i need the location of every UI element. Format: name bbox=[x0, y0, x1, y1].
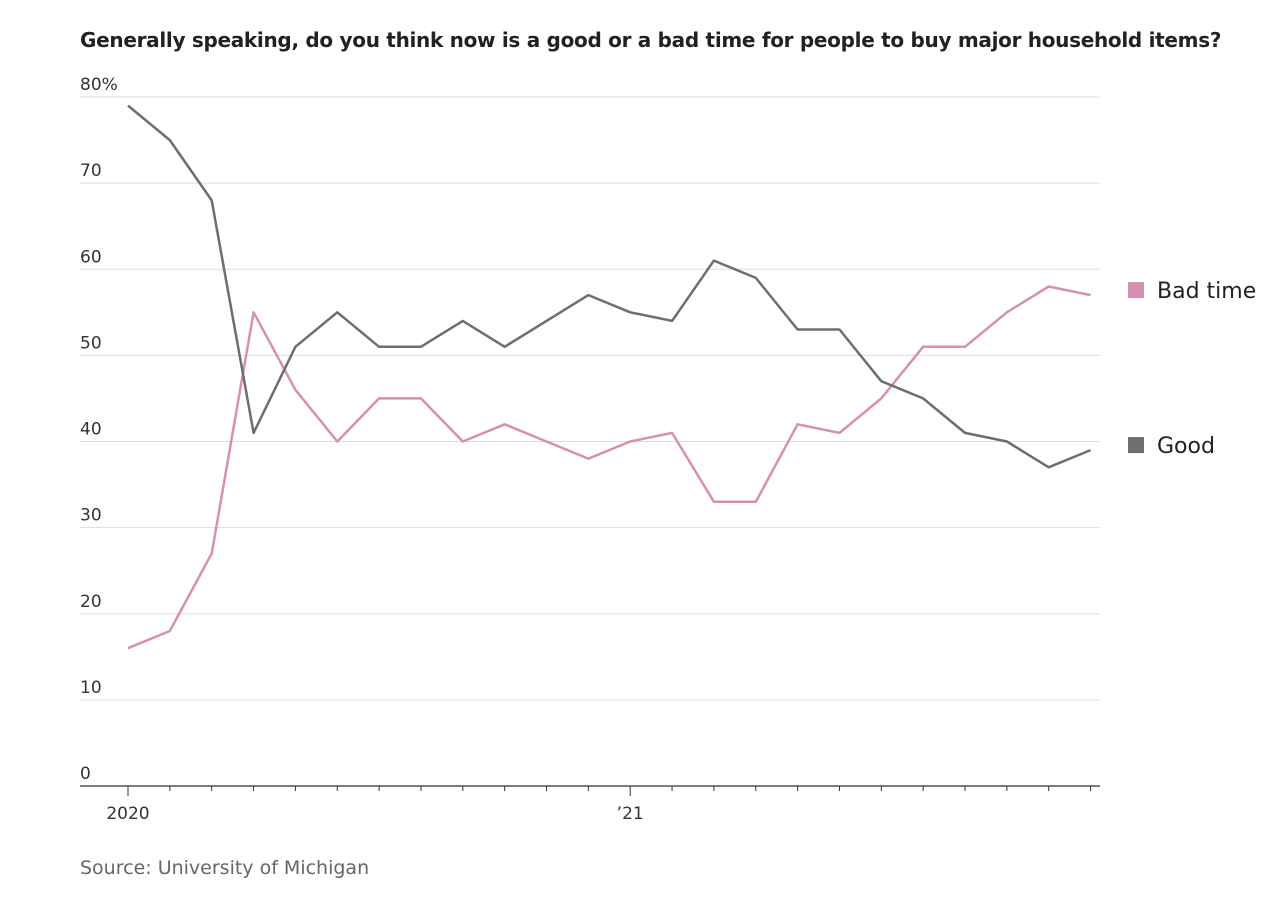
y-tick-label: 20 bbox=[80, 592, 102, 612]
x-tick-label: 2020 bbox=[106, 804, 149, 824]
y-tick-label: 10 bbox=[80, 678, 102, 698]
legend-label: Bad time bbox=[1157, 279, 1256, 304]
chart-title: Generally speaking, do you think now is … bbox=[80, 28, 1222, 52]
legend-swatch bbox=[1128, 437, 1144, 454]
y-tick-label: 60 bbox=[80, 247, 102, 267]
y-tick-label: 50 bbox=[80, 333, 102, 353]
legend-label: Good bbox=[1157, 434, 1215, 459]
y-tick-label: 0 bbox=[80, 764, 91, 784]
series-line-bad-time bbox=[127, 285, 1091, 650]
source-note: Source: University of Michigan bbox=[80, 857, 370, 879]
x-tick-label: ’21 bbox=[617, 804, 644, 824]
y-tick-label: 30 bbox=[80, 506, 102, 526]
series-line-good bbox=[127, 104, 1092, 469]
y-tick-label: 40 bbox=[80, 420, 102, 440]
y-tick-label: 70 bbox=[80, 161, 102, 181]
y-tick-label: 80% bbox=[80, 75, 118, 95]
legend-swatch bbox=[1128, 282, 1144, 299]
